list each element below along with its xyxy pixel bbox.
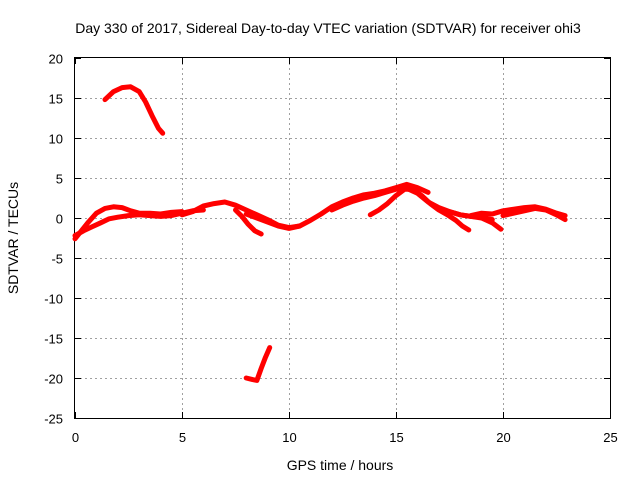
series-arc-5	[233, 207, 264, 237]
y-tick-label: -5	[51, 252, 63, 267]
x-tick-label: 5	[179, 430, 186, 445]
x-tick-label: 0	[72, 430, 79, 445]
grid-lines	[75, 58, 610, 418]
y-tick-label: 5	[56, 172, 63, 187]
series-arc-11	[500, 205, 568, 223]
y-tick-label: 15	[49, 92, 63, 107]
y-tick-label: 10	[49, 132, 63, 147]
y-tick-label: -15	[44, 332, 63, 347]
x-tick-label: 20	[496, 430, 510, 445]
chart-title: Day 330 of 2017, Sidereal Day-to-day VTE…	[75, 20, 581, 36]
y-tick-label: -25	[44, 412, 63, 427]
data-series	[72, 84, 568, 383]
x-tick-label: 10	[282, 430, 296, 445]
y-tick-label: -10	[44, 292, 63, 307]
y-axis-label: SDTVAR / TECUs	[5, 182, 21, 294]
x-tick-label: 25	[603, 430, 617, 445]
y-tick-label: 0	[56, 212, 63, 227]
series-arc-8	[367, 186, 472, 233]
x-axis-label: GPS time / hours	[287, 457, 394, 473]
x-tick-label: 15	[389, 430, 403, 445]
series-arc-12	[243, 345, 273, 383]
y-tick-label: -20	[44, 372, 63, 387]
y-tick-label: 20	[49, 52, 63, 67]
series-arc-9	[447, 209, 504, 232]
axis-ticks: 0 5 10 15 20 25 -25 -20 -15 -10 -5 0 5 10 15 20	[44, 52, 618, 446]
series-arc-1	[102, 84, 166, 136]
